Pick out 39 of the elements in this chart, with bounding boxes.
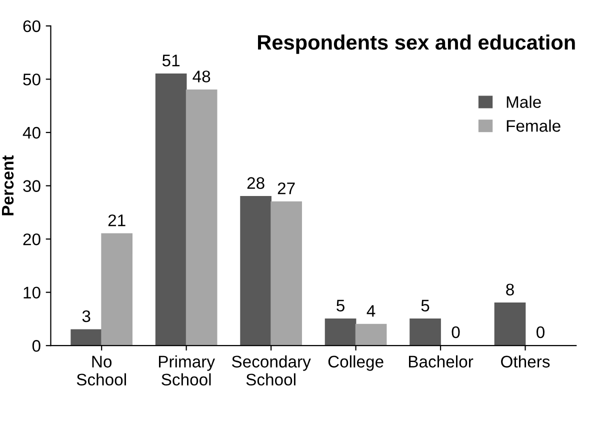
x-tick-label: Primary School [158,355,215,386]
bar [70,329,102,346]
data-label: 0 [452,326,460,338]
data-label: 27 [278,182,295,194]
bar [270,201,302,346]
legend-label: Male [506,96,541,108]
bar [355,324,387,346]
data-label: 21 [108,214,126,226]
bar [186,89,218,346]
y-tick-label: 40 [22,126,40,139]
y-tick-label: 60 [23,20,40,32]
data-label: 8 [506,284,514,296]
x-tick-label: No School [76,356,126,386]
legend-label: Female [506,120,560,132]
y-tick-label: 20 [23,233,40,246]
data-label: 28 [247,177,264,189]
bar [410,318,441,346]
data-label: 48 [192,70,210,82]
data-label: 5 [336,300,344,312]
bar [155,73,187,346]
bar [101,233,133,346]
data-label: 0 [536,326,544,338]
y-tick-label: 0 [32,340,40,352]
y-tick-label: 10 [24,286,40,299]
x-tick-label: Others [501,355,550,368]
chart-title: Respondents sex and education [258,34,575,54]
data-label: 5 [421,300,430,312]
y-axis-title: Percent [2,155,14,216]
x-tick-label: College [328,355,384,371]
bar [494,302,526,346]
data-label: 3 [82,310,90,322]
data-label: 4 [366,305,376,317]
x-tick-label: Secondary School [232,355,311,386]
bar [240,196,272,346]
x-tick-label: Bachelor [409,355,474,368]
bar [324,318,356,346]
y-tick-label: 50 [23,74,40,86]
data-label: 51 [162,54,180,66]
y-tick-label: 30 [23,180,40,192]
